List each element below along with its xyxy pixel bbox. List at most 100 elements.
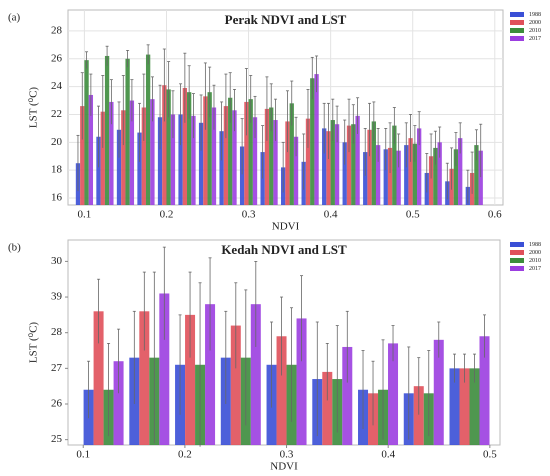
bar [187,92,192,205]
legend-label: 2000 [529,20,541,26]
bar [412,143,418,205]
y-tick-label: 30 [51,255,63,267]
y-tick-label: 18 [51,164,63,176]
bar [387,147,393,205]
bar [211,107,217,205]
bar [314,74,319,205]
legend-label: 2000 [529,250,541,256]
bar [232,110,237,205]
bar [334,124,340,205]
bar [296,318,307,445]
bar [170,114,176,205]
bar [109,101,114,205]
bar [248,99,253,205]
legend-label: 1988 [529,12,541,18]
x-tick-label: 0.2 [178,449,192,461]
bar [478,150,483,205]
bar [198,122,204,205]
bar [322,371,333,445]
bar [322,128,327,205]
bar [433,339,444,445]
bar [203,96,208,205]
legend-swatch [510,20,524,25]
bar [367,129,372,205]
bar [326,131,331,205]
bar [88,94,94,205]
bar [269,107,274,205]
bar [228,97,233,205]
bar [413,386,424,445]
bar [93,311,104,445]
bar [84,60,89,206]
bar [252,117,258,205]
bar [250,304,261,445]
y-tick-label: 39 [51,291,63,303]
bar [113,361,124,445]
bar [276,336,287,445]
bar [417,128,422,205]
y-tick-label: 28 [51,24,63,36]
y-tick-label: 26 [51,398,63,410]
chart-title: Kedah NDVI and LST [221,242,347,257]
legend-swatch [510,28,524,33]
y-axis-label: LST (⁰C) [28,87,40,129]
bar [305,118,311,205]
bar [205,304,216,445]
x-tick-label: 0.5 [483,449,497,461]
x-tick-label: 0.3 [242,209,256,221]
bar [219,131,224,205]
bar [166,89,171,205]
bar [408,138,413,205]
bar [159,293,170,445]
bar [125,58,130,205]
x-axis-label: NDVI [272,221,300,233]
bar [396,150,401,205]
bar [346,125,352,205]
x-tick-label: 0.2 [160,209,174,221]
x-tick-label: 0.5 [406,209,420,221]
bar [351,124,356,205]
bar [182,88,188,205]
bar [207,92,212,205]
x-tick-label: 0.4 [381,449,395,461]
bar [375,145,381,205]
bar [453,149,459,205]
bar [223,106,229,205]
bar [383,149,388,205]
bar [342,142,347,205]
bar [244,101,249,205]
bar [137,132,142,205]
bar [264,108,270,205]
panel-label: (b) [8,242,21,254]
x-tick-label: 0.1 [78,209,92,221]
bar [392,125,397,205]
x-tick-label: 0.4 [324,209,338,221]
y-tick-label: 20 [51,136,63,148]
legend-swatch [510,12,524,17]
bar [428,156,434,205]
bar [474,145,479,205]
bar [363,152,368,205]
bar [310,78,315,205]
bar [185,314,196,445]
bar [371,121,376,205]
y-tick-label: 26 [51,52,63,64]
bar [157,117,163,205]
bar [404,145,409,205]
bar [433,147,438,205]
bar [239,146,245,205]
x-tick-label: 0.1 [76,449,90,461]
bar [459,368,470,445]
bar [458,138,463,205]
bar [162,85,167,205]
y-tick-label: 28 [51,326,63,338]
bar [479,336,490,445]
bar [289,103,294,205]
x-tick-label: 0.3 [280,449,294,461]
bar [230,325,241,445]
bar [388,343,399,445]
legend-label: 2010 [529,258,541,264]
legend-swatch [510,266,524,271]
bar [80,106,85,205]
bar [273,120,278,205]
